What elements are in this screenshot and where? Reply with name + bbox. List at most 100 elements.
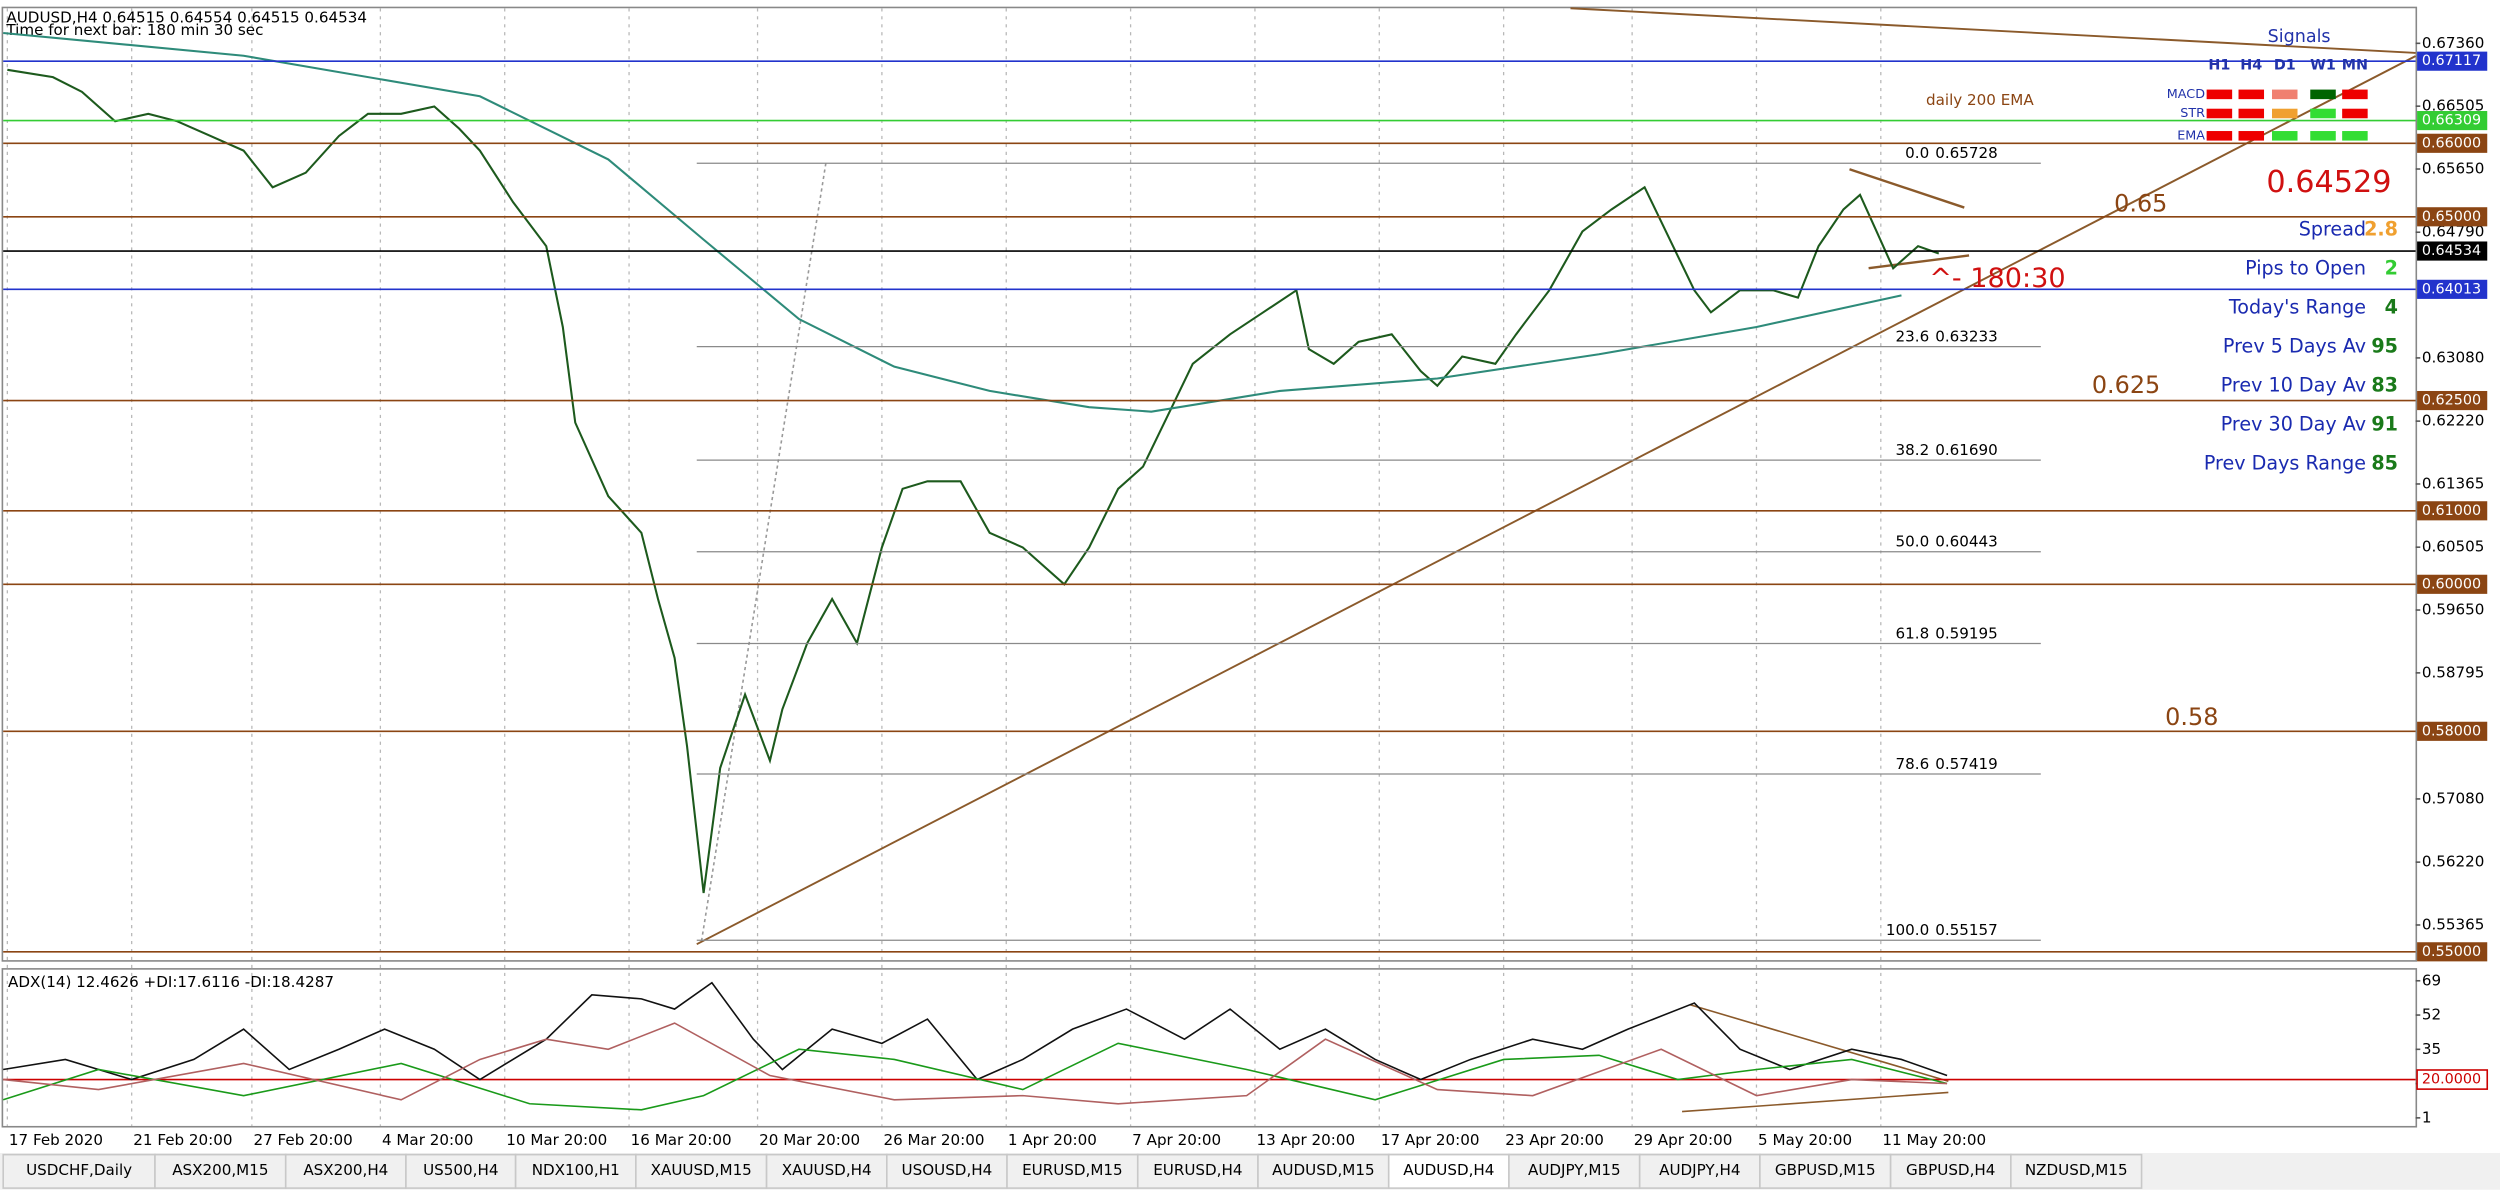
x-tick-label: 10 Mar 20:00 [506, 1131, 607, 1149]
tab[interactable] [1889, 1153, 2012, 1189]
tab[interactable] [1257, 1153, 1390, 1189]
tab[interactable] [405, 1153, 517, 1189]
signal-cell [2272, 131, 2298, 141]
level-annotation: 0.625 [2092, 371, 2160, 399]
tab[interactable] [2010, 1153, 2143, 1189]
x-tick-label: 27 Feb 20:00 [253, 1131, 352, 1149]
level-label: 0.58000 [2422, 723, 2481, 739]
x-tick-label: 16 Mar 20:00 [631, 1131, 732, 1149]
signal-cell [2206, 89, 2233, 100]
indicator-title: ADX(14) 12.4626 +DI:17.6116 -DI:18.4287 [8, 973, 334, 991]
tab-label[interactable]: AUDJPY,H4 [1659, 1161, 1740, 1179]
signal-row: STR [2180, 106, 2205, 121]
y-tick-label: 0.67360 [2422, 34, 2485, 52]
level-label: 0.61000 [2422, 503, 2481, 519]
tab-label[interactable]: NZDUSD,M15 [2025, 1161, 2128, 1179]
signal-column: H1 [2208, 58, 2230, 74]
x-tick-label: 7 Apr 20:00 [1132, 1131, 1221, 1149]
level-label: 0.55000 [2422, 944, 2481, 960]
price-line [3, 1022, 1948, 1105]
signal-column: D1 [2274, 58, 2296, 74]
signal-cell [2310, 108, 2336, 119]
tab-label[interactable]: USOUSD,H4 [902, 1161, 993, 1179]
info-label: Spread [2299, 217, 2366, 240]
tab-label[interactable]: EURUSD,M15 [1022, 1161, 1123, 1179]
price-line [3, 981, 1948, 1081]
tab-label[interactable]: USDCHF,Daily [26, 1161, 132, 1179]
signal-cell [2342, 131, 2368, 141]
info-value: 2.8 [2364, 217, 2398, 240]
fib-level: 23.6 [1896, 328, 1930, 346]
tab[interactable] [1638, 1153, 1761, 1189]
signal-cell [2310, 131, 2336, 141]
level-label: 0.65000 [2422, 209, 2481, 225]
y-tick-label: 0.60505 [2422, 538, 2485, 556]
y-tick-label: 0.64790 [2422, 223, 2485, 241]
x-tick-label: 21 Feb 20:00 [133, 1131, 232, 1149]
adx-trend-line [1689, 1003, 1949, 1083]
level-label: 0.66000 [2422, 135, 2481, 151]
signal-cell [2206, 108, 2233, 119]
tab-label[interactable]: EURUSD,H4 [1153, 1161, 1242, 1179]
tab-label[interactable]: US500,H4 [423, 1161, 498, 1179]
x-tick-label: 17 Apr 20:00 [1381, 1131, 1480, 1149]
tab-label[interactable]: XAUUSD,H4 [782, 1161, 872, 1179]
tab-label[interactable]: GBPUSD,H4 [1906, 1161, 1995, 1179]
y-tick-label: 0.66505 [2422, 97, 2485, 115]
tab[interactable] [1006, 1153, 1139, 1189]
ema-annotation: daily 200 EMA [1926, 91, 2034, 109]
tab[interactable] [1759, 1153, 1892, 1189]
y-tick-label: 0.62220 [2422, 412, 2485, 430]
fib-price: 0.65728 [1935, 144, 1998, 162]
level-box [2417, 111, 2488, 131]
fib-level: 78.6 [1896, 755, 1930, 773]
tab-label[interactable]: ASX200,H4 [303, 1161, 388, 1179]
triangle-line [1868, 254, 1970, 270]
tab-label[interactable]: GBPUSD,M15 [1775, 1161, 1876, 1179]
level-box [2417, 721, 2488, 741]
tab-label[interactable]: AUDUSD,H4 [1403, 1161, 1494, 1179]
y-tick-label: 0.56220 [2422, 853, 2485, 871]
level-box [2417, 51, 2488, 71]
fib-price: 0.60443 [1935, 533, 1998, 551]
adx-trend-line [1682, 1091, 1949, 1113]
tab[interactable] [1387, 1153, 1510, 1189]
price-line [7, 68, 1940, 894]
tab-label[interactable]: AUDJPY,M15 [1528, 1161, 1621, 1179]
tab-label[interactable]: ASX200,M15 [172, 1161, 268, 1179]
x-tick-label: 17 Feb 2020 [9, 1131, 103, 1149]
level-label: 0.64013 [2422, 281, 2481, 297]
fib-level: 61.8 [1896, 624, 1930, 642]
level-label: 0.67117 [2422, 53, 2481, 69]
level-annotation: 0.58 [2165, 703, 2218, 731]
trend-line [696, 55, 2416, 946]
tab-label[interactable]: NDX100,H1 [532, 1161, 620, 1179]
tab-label[interactable]: AUDUSD,M15 [1272, 1161, 1375, 1179]
fib-price: 0.59195 [1935, 624, 1998, 642]
signal-cell [2310, 89, 2336, 100]
info-label: Today's Range [2228, 296, 2366, 319]
signal-cell [2342, 108, 2368, 119]
level-box [2417, 279, 2488, 299]
level-box [2416, 1069, 2489, 1090]
y-tick-label: 0.55365 [2422, 915, 2485, 933]
level-box [2417, 390, 2488, 411]
signal-cell [2206, 131, 2233, 141]
y-tick-label: 35 [2422, 1040, 2441, 1058]
signal-cell [2238, 108, 2265, 119]
signal-row: EMA [2177, 128, 2205, 143]
info-value: 4 [2385, 296, 2398, 319]
tab[interactable] [635, 1153, 768, 1189]
tab-label[interactable]: XAUUSD,M15 [651, 1161, 752, 1179]
x-tick-label: 23 Apr 20:00 [1505, 1131, 1604, 1149]
info-label: Prev 5 Days Av [2223, 335, 2366, 358]
level-label: 0.60000 [2422, 576, 2481, 592]
current-price: 0.64529 [2266, 165, 2391, 200]
info-value: 83 [2371, 374, 2398, 397]
tab[interactable] [2, 1153, 156, 1189]
tab[interactable] [886, 1153, 1008, 1189]
info-value: 95 [2371, 335, 2398, 358]
x-tick-label: 29 Apr 20:00 [1634, 1131, 1733, 1149]
